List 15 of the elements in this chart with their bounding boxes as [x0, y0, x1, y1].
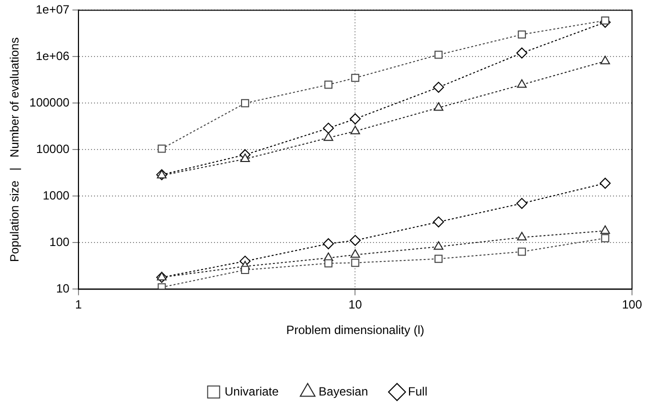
x-tick-label: 1	[75, 298, 82, 312]
y-tick-label: 1e+07	[36, 2, 70, 17]
y-tick-label: 100000	[29, 96, 70, 110]
y-tick-label: 100	[49, 235, 70, 250]
legend-label: Bayesian	[318, 384, 368, 398]
x-tick-label: 10	[348, 298, 362, 312]
legend-label: Univariate	[224, 384, 279, 398]
x-axis-title: Problem dimensionality (l)	[286, 323, 424, 338]
y-tick-label: 1000	[42, 188, 70, 203]
y-tick-label: 10	[56, 282, 70, 296]
y-tick-label: 1e+06	[36, 49, 70, 64]
legend-label: Full	[408, 384, 428, 398]
y-axis-title: Population size | Number of evaluations	[8, 37, 22, 262]
x-tick-label: 100	[622, 298, 642, 312]
y-tick-label: 10000	[36, 142, 70, 156]
